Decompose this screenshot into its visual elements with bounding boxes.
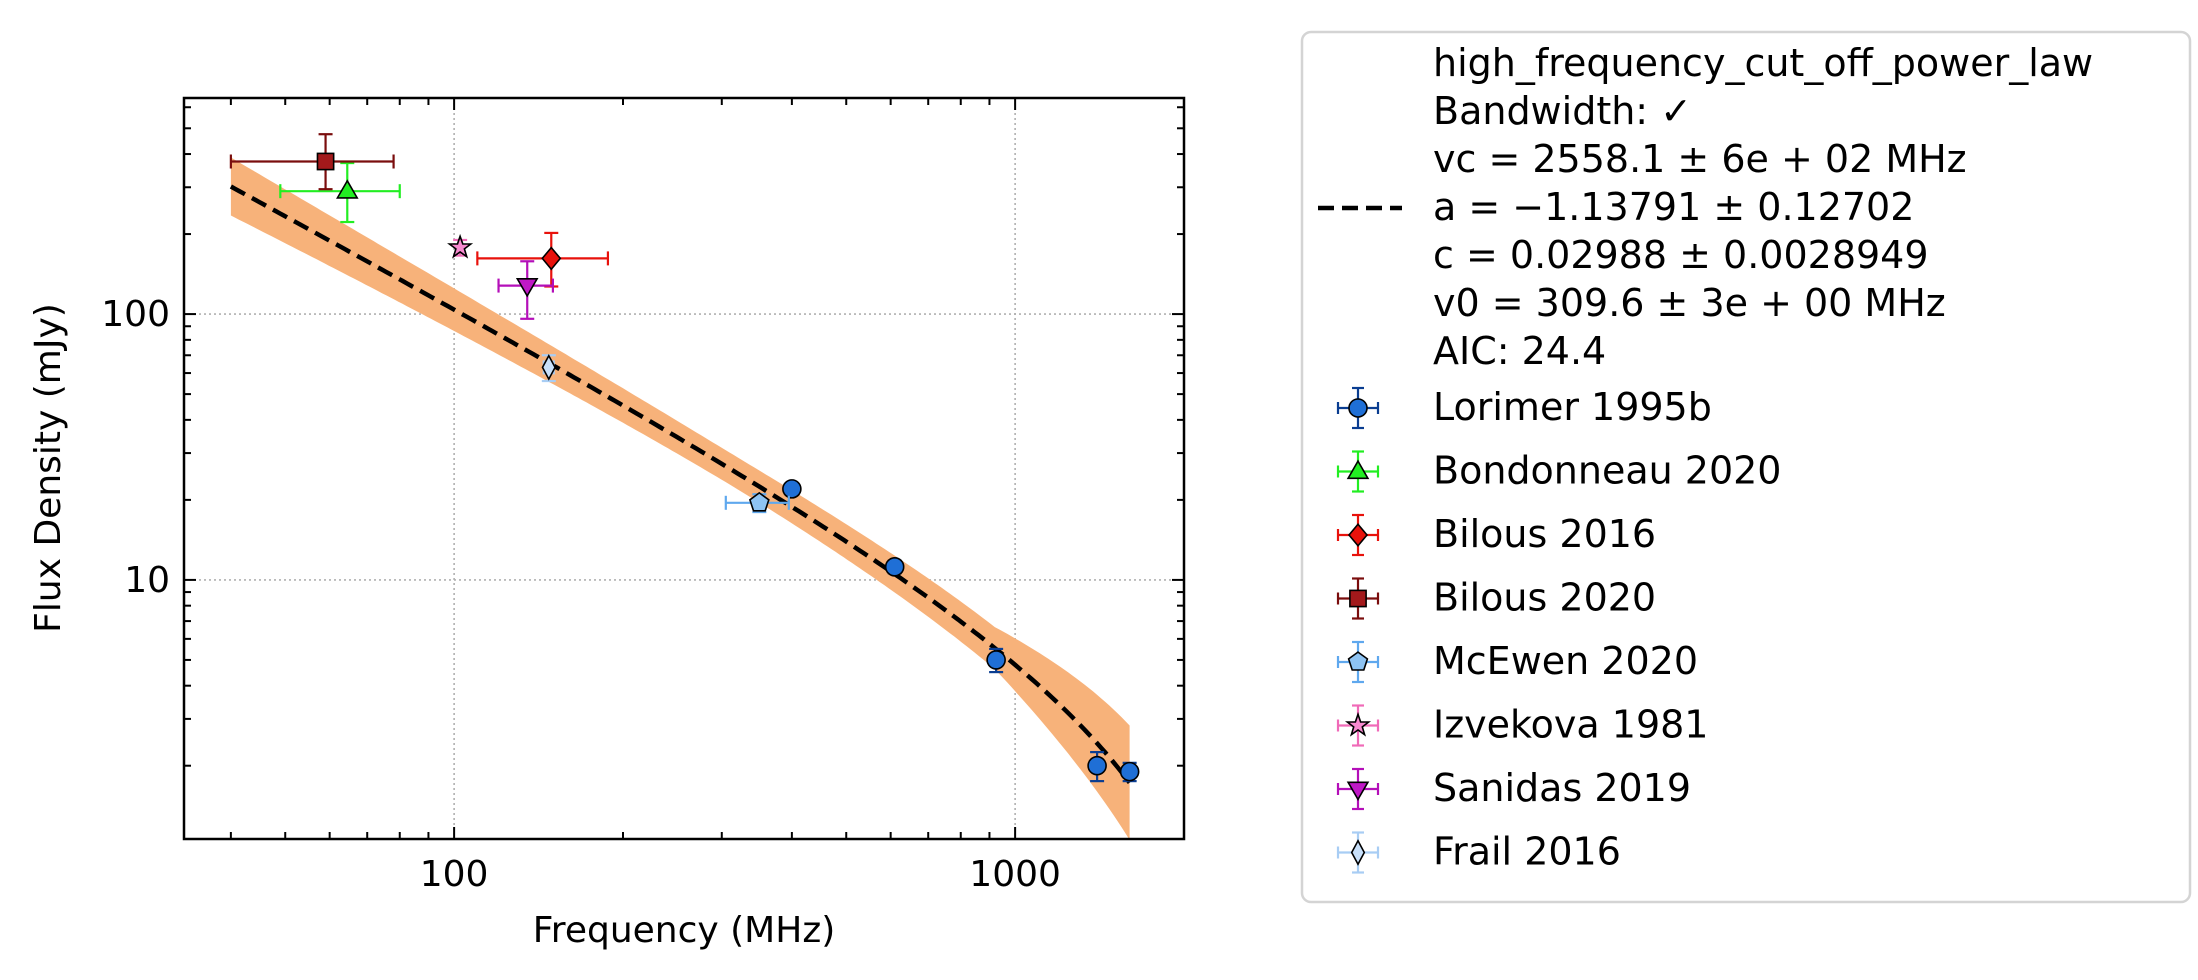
legend-label: Izvekova 1981 — [1433, 703, 1708, 747]
legend-label: Bilous 2016 — [1433, 512, 1656, 556]
y-axis-label: Flux Density (mJy) — [28, 303, 69, 633]
legend-entry: McEwen 2020 — [1336, 639, 1698, 684]
fit-curve — [229, 184, 1132, 785]
data-point — [336, 179, 359, 199]
legend-fit-text: AIC: 24.4 — [1433, 329, 1606, 373]
data-point — [1087, 755, 1107, 776]
series-bilous-2016 — [476, 231, 610, 288]
legend-fit-text: c = 0.02988 ± 0.0028949 — [1433, 233, 1929, 277]
legend-marker — [1346, 781, 1370, 801]
legend-entry: Frail 2016 — [1336, 830, 1621, 874]
legend-fit-text: v0 = 309.6 ± 3e + 00 MHz — [1433, 281, 1946, 325]
legend-fit-text: Bandwidth: ✓ — [1433, 89, 1692, 133]
legend-fit-text: high_frequency_cut_off_power_law — [1433, 41, 2093, 85]
data-point — [1119, 761, 1140, 782]
series-sanidas-2019 — [497, 260, 555, 320]
grid-lines — [184, 98, 1184, 839]
fit-line — [229, 184, 1132, 785]
data-point — [447, 233, 474, 259]
legend-fit-text: a = −1.13791 ± 0.12702 — [1433, 185, 1914, 229]
x-tick-label: 100 — [420, 854, 489, 895]
legend-label: Frail 2016 — [1433, 830, 1621, 874]
legend-marker — [1350, 839, 1366, 866]
legend-frame — [1300, 30, 2192, 904]
legend-label: Bondonneau 2020 — [1433, 449, 1781, 493]
legend-marker — [1349, 589, 1367, 608]
legend-entry: Lorimer 1995b — [1336, 385, 1712, 430]
data-point — [782, 479, 802, 499]
x-axis-label: Frequency (MHz) — [533, 910, 836, 951]
data-point — [884, 557, 905, 577]
series-bondonneau-2020 — [279, 161, 401, 224]
legend-label: Sanidas 2019 — [1433, 766, 1691, 810]
y-tick-label: 100 — [101, 294, 170, 335]
legend-fit-text: vc = 2558.1 ± 6e + 02 MHz — [1433, 137, 1967, 181]
legend-marker — [1346, 459, 1370, 480]
series-izvekova-1981 — [447, 233, 474, 259]
legend-entry: Sanidas 2019 — [1336, 766, 1691, 811]
legend-entry: Izvekova 1981 — [1336, 703, 1708, 747]
y-tick-label: 10 — [124, 560, 170, 601]
data-point — [515, 277, 539, 298]
fit-uncertainty-band — [230, 157, 1130, 839]
legend-label: Bilous 2020 — [1433, 576, 1656, 620]
data-points — [229, 133, 1140, 783]
legend: high_frequency_cut_off_power_lawBandwidt… — [1300, 30, 2192, 904]
legend-marker — [1348, 398, 1368, 418]
legend-label: McEwen 2020 — [1433, 639, 1698, 683]
series-frail-2016 — [541, 354, 557, 383]
series-mcewen-2020 — [724, 491, 790, 514]
series-lorimer-1995b — [782, 479, 1140, 783]
data-point — [316, 152, 335, 171]
legend-entry: Bilous 2016 — [1336, 512, 1656, 557]
legend-entry: Bondonneau 2020 — [1336, 449, 1781, 493]
axis-ticks: 100 1000 10 100 — [101, 98, 1185, 895]
plot-frame — [182, 96, 1186, 841]
data-point — [986, 650, 1006, 670]
legend-entry: Bilous 2020 — [1336, 576, 1656, 620]
data-point — [748, 491, 770, 512]
series-bilous-2020 — [229, 133, 395, 191]
legend-marker — [1344, 711, 1372, 737]
legend-label: Lorimer 1995b — [1433, 385, 1712, 429]
x-tick-label: 1000 — [969, 854, 1061, 895]
data-point — [541, 246, 562, 271]
data-point — [541, 354, 557, 381]
fit-band-area — [230, 157, 1130, 839]
legend-marker — [1347, 651, 1369, 671]
legend-marker — [1347, 522, 1369, 548]
